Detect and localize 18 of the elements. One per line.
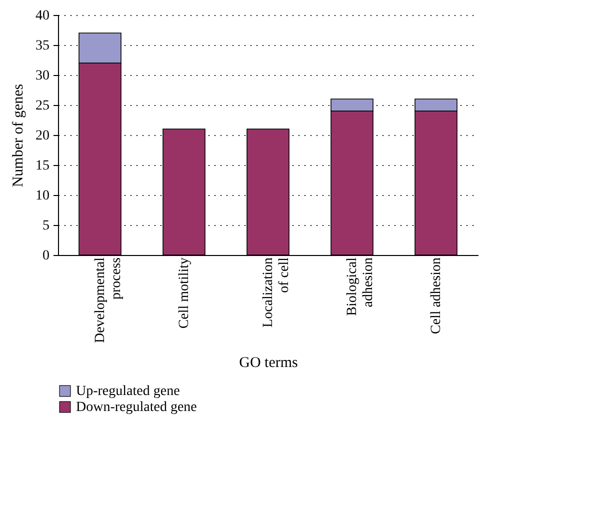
y-tick-label: 30 (36, 68, 50, 84)
y-tick-label: 35 (36, 38, 50, 54)
legend-label: Down-regulated gene (76, 400, 197, 415)
x-tick-label: Cell adhesion (429, 258, 444, 334)
x-tick-label: Localization of cell (261, 257, 292, 328)
x-tick-label: Cell motility (177, 258, 192, 329)
y-tick-label: 10 (36, 188, 50, 204)
x-tick-label: Developmental process (93, 257, 124, 344)
y-tick-label: 5 (42, 218, 50, 234)
y-axis-title: Number of genes (10, 84, 26, 188)
x-tick-label: Biological adhesion (345, 257, 376, 316)
y-tick-label: 25 (36, 98, 50, 114)
y-tick-label: 40 (36, 8, 50, 24)
legend-label: Up-regulated gene (76, 384, 180, 399)
y-tick-label: 0 (42, 248, 50, 264)
y-tick-label: 15 (36, 158, 50, 174)
y-tick-label: 20 (36, 128, 50, 144)
x-axis-title: GO terms (239, 355, 298, 372)
